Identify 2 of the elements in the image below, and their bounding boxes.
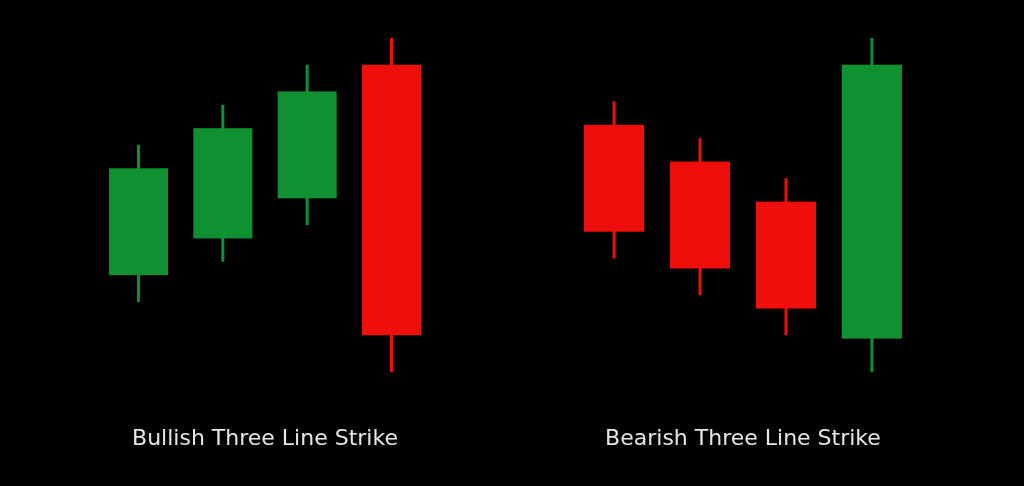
text: Bearish Three Line Strike: [605, 425, 881, 450]
text: Bullish Three Line Strike: [132, 425, 398, 450]
